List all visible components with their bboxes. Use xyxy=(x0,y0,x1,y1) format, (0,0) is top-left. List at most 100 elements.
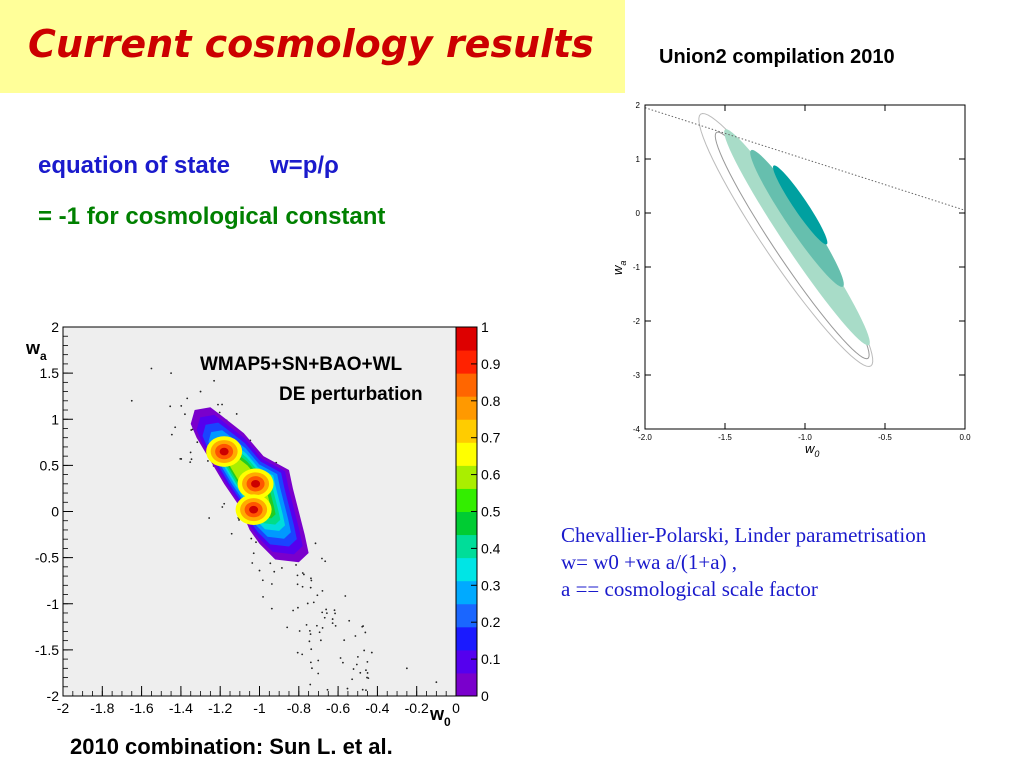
scatter-point xyxy=(354,635,357,637)
x-tick-label: -0.4 xyxy=(365,700,389,716)
scatter-point xyxy=(184,413,186,416)
y-tick-label: 1 xyxy=(51,411,59,427)
scatter-point xyxy=(170,372,172,375)
y-tick-label: 2 xyxy=(51,319,59,335)
contour-y-tick-label: -2 xyxy=(633,317,641,326)
colorbar: 1 0.9 0.8 0.7 0.6 0.5 0.4 0.3 0.2 0.1 0 xyxy=(455,319,501,704)
colorbar-label: 0.6 xyxy=(481,467,501,483)
colorbar-label: 0.3 xyxy=(481,577,501,593)
scatter-point xyxy=(302,573,305,576)
scatter-point xyxy=(221,403,223,406)
probability-contours xyxy=(190,407,309,563)
scatter-point xyxy=(334,612,336,615)
colorbar-cell xyxy=(456,580,477,605)
colorbar-cell xyxy=(456,350,477,374)
contour-y-tick-label: 0 xyxy=(636,209,641,218)
y-tick-label: 1.5 xyxy=(40,365,60,381)
colorbar-cell xyxy=(456,672,477,697)
colorbar-label: 0.4 xyxy=(481,540,501,556)
colorbar-cell xyxy=(456,557,477,582)
scatter-point xyxy=(309,683,312,686)
scatter-point xyxy=(314,542,317,545)
peak-region xyxy=(219,447,229,456)
scatter-point xyxy=(281,567,283,569)
contour-y-tick-label: 1 xyxy=(636,155,641,164)
scatter-point xyxy=(366,676,368,679)
scatter-point xyxy=(318,631,321,634)
cpl-line-3: a == cosmological scale factor xyxy=(561,577,818,601)
colorbar-cell xyxy=(456,626,477,651)
scatter-point xyxy=(305,623,308,626)
x-tick-label: -1 xyxy=(253,700,266,716)
colorbar-label: 0.5 xyxy=(481,504,501,520)
scatter-point xyxy=(174,426,177,429)
contour-y-label: wa xyxy=(610,261,628,275)
scatter-point xyxy=(311,667,313,670)
eos-formula: w=p/ρ xyxy=(270,152,339,179)
scatter-point xyxy=(189,451,192,454)
figure-caption: 2010 combination: Sun L. et al. xyxy=(70,734,393,759)
scatter-point xyxy=(190,458,193,461)
heatmap-axes: -2 -1.8 -1.6 -1.4 -1.2 -1 -0.8 -0.6 -0.4 -0.2 0 2 1.… xyxy=(35,319,460,716)
legend-text-2: DE perturbation xyxy=(279,384,423,405)
x-tick-label: -2 xyxy=(57,700,70,716)
degeneracy-line xyxy=(645,107,965,211)
y-tick-label: -2 xyxy=(47,688,60,704)
scatter-point xyxy=(230,532,233,535)
contour-x-label: w0 xyxy=(805,441,819,459)
scatter-point xyxy=(321,589,324,592)
scatter-point xyxy=(286,626,289,629)
contour-2sigma xyxy=(750,149,844,287)
scatter-point xyxy=(324,560,327,563)
scatter-point xyxy=(321,627,324,629)
scatter-point xyxy=(308,629,311,632)
cpl-line-1: Chevallier-Polarski, Linder parametrisat… xyxy=(561,523,927,547)
scatter-point xyxy=(344,595,347,597)
scatter-point xyxy=(319,639,322,642)
scatter-point xyxy=(309,586,312,589)
scatter-point xyxy=(186,397,189,400)
scatter-point xyxy=(255,541,257,544)
scatter-point xyxy=(317,672,320,675)
scatter-point xyxy=(342,661,344,664)
scatter-point xyxy=(273,570,276,573)
y-tick-label: 0 xyxy=(51,504,59,520)
colorbar-label: 0.9 xyxy=(481,356,501,372)
scatter-point xyxy=(199,390,202,393)
scatter-point xyxy=(251,562,254,564)
scatter-point xyxy=(317,659,320,662)
scatter-point xyxy=(250,537,253,540)
colorbar-cell xyxy=(456,327,477,351)
scatter-point xyxy=(217,403,219,406)
scatter-point xyxy=(359,671,362,674)
colorbar-cell xyxy=(456,603,477,628)
legend-text-1: WMAP5+SN+BAO+WL xyxy=(200,354,403,375)
contour-y-tick-label: -4 xyxy=(633,425,641,434)
scatter-point xyxy=(331,622,334,625)
cosmological-constant-line: = -1 for cosmological constant xyxy=(38,203,386,230)
colorbar-cell xyxy=(456,534,477,559)
contour-x-tick-label: -2.0 xyxy=(638,433,652,442)
colorbar-cell xyxy=(456,373,477,397)
scatter-point xyxy=(223,502,226,505)
scatter-point xyxy=(315,624,318,627)
scatter-point xyxy=(351,678,354,681)
contour-x-tick-label: -0.5 xyxy=(878,433,892,442)
scatter-point xyxy=(309,661,312,664)
contour-y-tick-label: 2 xyxy=(636,101,641,110)
colorbar-cell xyxy=(456,396,477,420)
scatter-point xyxy=(343,639,346,642)
contour-1sigma xyxy=(773,165,828,245)
colorbar-cell xyxy=(456,442,477,466)
scatter-point xyxy=(169,405,172,408)
scatter-point xyxy=(367,677,370,680)
scatter-point xyxy=(435,681,438,684)
scatter-point xyxy=(326,688,329,691)
scatter-point xyxy=(213,379,215,382)
contour-y-tick-label: -1 xyxy=(633,263,641,272)
contour-y-tick-label: -3 xyxy=(633,371,641,380)
contour-x-tick-label: -1.5 xyxy=(718,433,732,442)
y-tick-label: 0.5 xyxy=(40,457,60,473)
colorbar-cell xyxy=(456,511,477,536)
x-tick-label: -1.2 xyxy=(208,700,232,716)
